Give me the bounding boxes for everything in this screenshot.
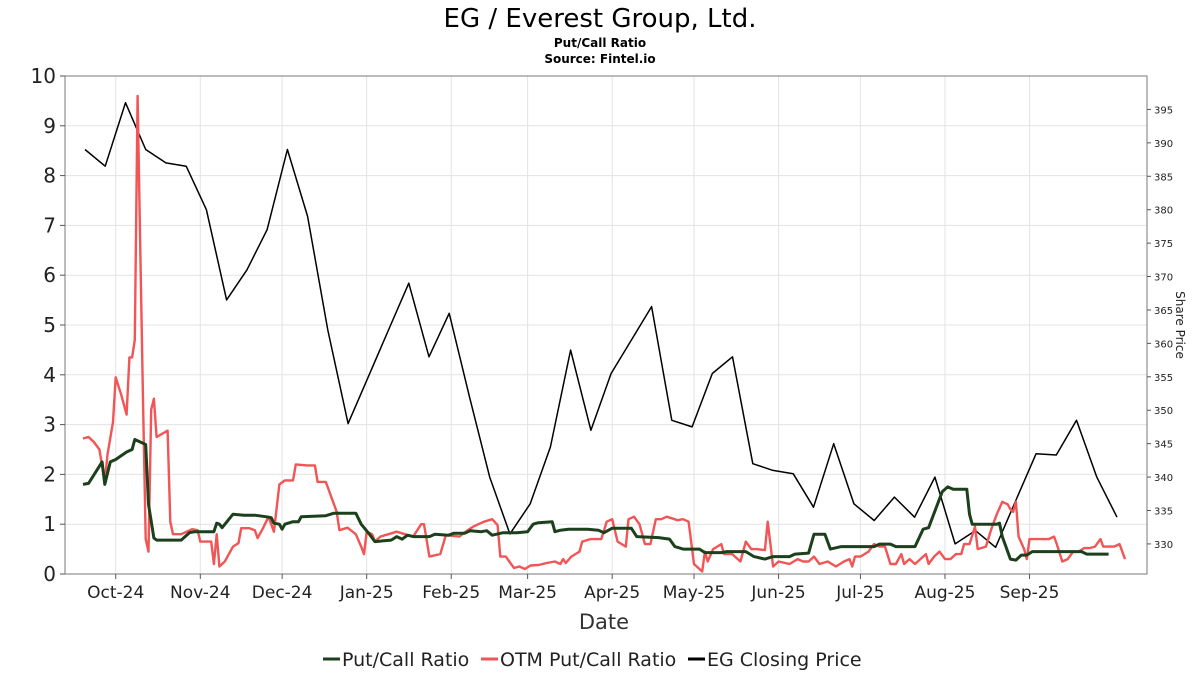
right-tick-label: 370 bbox=[1154, 273, 1173, 284]
x-tick-label: Mar-25 bbox=[498, 583, 557, 603]
grid-lines bbox=[65, 75, 1147, 575]
x-tick-label: Aug-25 bbox=[914, 583, 975, 603]
legend-label-put-call-ratio: Put/Call Ratio bbox=[342, 649, 469, 671]
left-tick-label: 10 bbox=[31, 64, 56, 88]
right-tick-label: 350 bbox=[1154, 406, 1173, 417]
left-tick-label: 4 bbox=[43, 363, 56, 387]
right-tick-label: 390 bbox=[1154, 139, 1173, 150]
x-tick-label: Jul-25 bbox=[835, 583, 884, 603]
series-layer bbox=[82, 94, 1127, 573]
left-axis: 0 1 2 3 4 5 6 7 8 9 10 bbox=[31, 64, 65, 586]
put-call-ratio-line bbox=[82, 438, 1109, 562]
x-tick-label: Nov-24 bbox=[170, 583, 231, 603]
x-tick-label: Oct-24 bbox=[87, 583, 144, 603]
legend-label-eg-closing-price: EG Closing Price bbox=[707, 649, 862, 671]
chart-subtitle-2: Source: Fintel.io bbox=[544, 52, 655, 66]
left-tick-label: 1 bbox=[43, 512, 56, 536]
x-tick-label: Jun-25 bbox=[750, 583, 805, 603]
right-tick-label: 345 bbox=[1154, 440, 1173, 451]
right-tick-label: 330 bbox=[1154, 540, 1173, 551]
right-tick-label: 335 bbox=[1154, 506, 1173, 517]
right-tick-label: 365 bbox=[1154, 306, 1173, 317]
chart-title: EG / Everest Group, Ltd. bbox=[444, 4, 757, 34]
x-axis-label: Date bbox=[579, 610, 629, 634]
left-tick-label: 9 bbox=[43, 114, 56, 138]
legend-label-otm-put-call-ratio: OTM Put/Call Ratio bbox=[500, 649, 676, 671]
x-tick-label: Dec-24 bbox=[252, 583, 313, 603]
legend: Put/Call Ratio OTM Put/Call Ratio EG Closi… bbox=[323, 649, 862, 671]
otm-put-call-ratio-line bbox=[82, 94, 1127, 573]
left-tick-label: 6 bbox=[43, 263, 56, 287]
left-tick-label: 8 bbox=[43, 164, 56, 188]
chart-subtitle-1: Put/Call Ratio bbox=[554, 36, 646, 50]
right-tick-label: 380 bbox=[1154, 206, 1173, 217]
x-tick-label: Apr-25 bbox=[584, 583, 640, 603]
left-tick-label: 2 bbox=[43, 462, 56, 486]
left-tick-label: 3 bbox=[43, 413, 56, 437]
left-tick-label: 0 bbox=[43, 562, 56, 586]
right-tick-label: 375 bbox=[1154, 239, 1173, 250]
right-tick-label: 355 bbox=[1154, 373, 1173, 384]
eg-closing-price-line bbox=[84, 101, 1118, 549]
x-tick-label: Feb-25 bbox=[422, 583, 480, 603]
x-tick-label: Sep-25 bbox=[1000, 583, 1060, 603]
right-tick-label: 360 bbox=[1154, 339, 1173, 350]
left-tick-label: 7 bbox=[43, 213, 56, 237]
x-tick-label: Jan-25 bbox=[339, 583, 394, 603]
left-tick-label: 5 bbox=[43, 313, 56, 337]
right-tick-label: 385 bbox=[1154, 172, 1173, 183]
right-tick-label: 395 bbox=[1154, 105, 1173, 116]
right-tick-label: 340 bbox=[1154, 473, 1173, 484]
x-tick-label: May-25 bbox=[663, 583, 726, 603]
right-axis-label: Share Price bbox=[1173, 291, 1187, 359]
x-axis: Oct-24 Nov-24 Dec-24 Jan-25 Feb-25 Mar-25 Apr-… bbox=[87, 574, 1059, 603]
right-axis: 330 335 340 345 350 355 360 365 370 375 380 385 390 3… bbox=[1147, 105, 1173, 551]
